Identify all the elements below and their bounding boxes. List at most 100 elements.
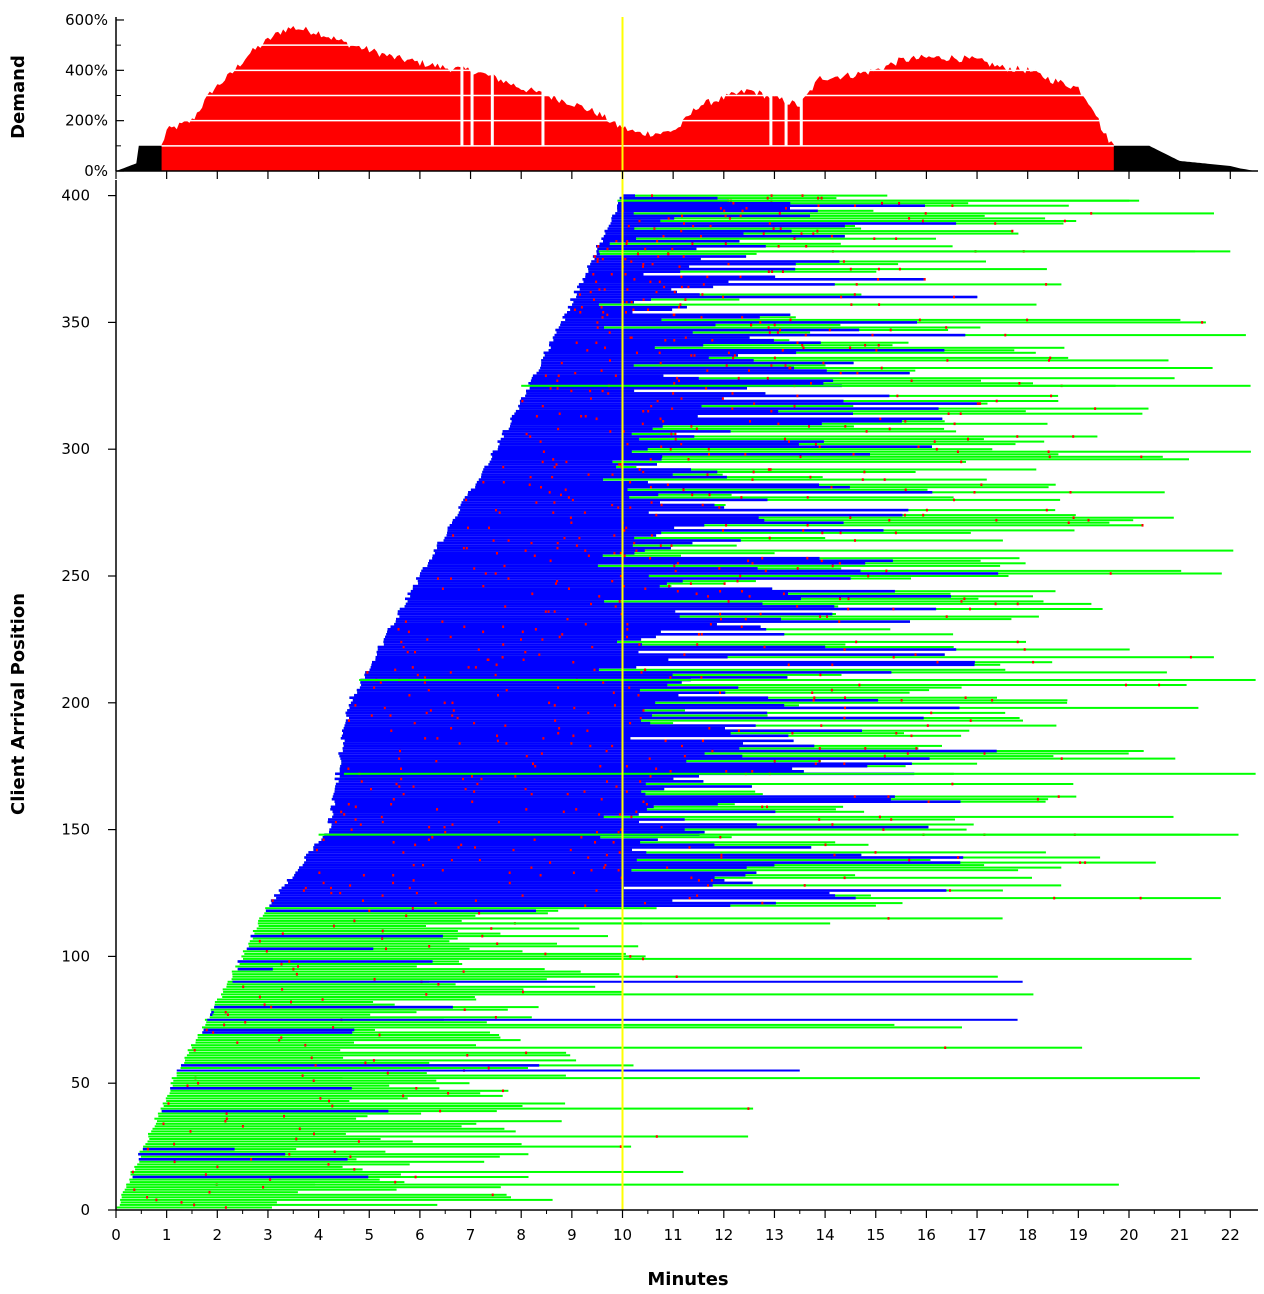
client-event-mark: [467, 526, 469, 530]
client-event-mark: [521, 894, 524, 897]
client-row-waiting: [288, 881, 753, 885]
client-event-mark: [724, 214, 727, 218]
client-event-mark: [558, 412, 561, 415]
client-event-mark: [574, 371, 577, 375]
client-row-playing: [335, 783, 1074, 785]
client-event-mark: [155, 1198, 158, 1202]
client-row-waiting: [370, 666, 637, 669]
client-event-mark: [496, 942, 499, 945]
client-row-playing: [549, 344, 893, 347]
client-event-mark: [570, 521, 573, 524]
client-row-waiting: [570, 298, 651, 301]
client-row-waiting: [419, 574, 649, 578]
client-row-playing: [169, 1092, 481, 1095]
client-row-playing: [163, 1105, 523, 1107]
client-event-mark: [379, 681, 382, 684]
client-event-mark: [711, 338, 714, 342]
client-row-sample: [343, 772, 1256, 775]
x-tick-label: 9: [567, 1226, 577, 1244]
client-event-mark: [779, 227, 782, 230]
client-event-mark: [719, 589, 722, 593]
client-event-mark: [304, 1043, 307, 1047]
client-row-playing: [221, 993, 1034, 996]
client-event-mark: [658, 280, 661, 284]
client-event-mark: [601, 316, 604, 319]
client-event-mark: [330, 891, 333, 895]
client-event-mark: [512, 848, 515, 852]
client-event-mark: [727, 351, 730, 355]
client-event-mark: [679, 303, 682, 306]
client-event-mark: [838, 562, 841, 565]
client-row-playing: [345, 719, 1023, 722]
client-event-mark: [645, 802, 648, 806]
client-event-mark: [741, 589, 743, 593]
client-row-waiting: [528, 382, 824, 385]
client-event-mark: [441, 620, 444, 623]
client-event-mark: [1048, 359, 1050, 362]
x-tick-label: 18: [1018, 1226, 1037, 1244]
client-event-mark: [521, 630, 524, 634]
client-row-waiting: [340, 757, 930, 760]
client-event-mark: [655, 767, 658, 770]
client-event-mark: [226, 1013, 229, 1016]
client-row-waiting: [502, 430, 731, 433]
client-event-mark: [655, 1135, 658, 1138]
client-event-mark: [561, 633, 564, 636]
client-event-mark: [816, 229, 819, 233]
client-row-waiting: [558, 326, 604, 329]
client-event-mark: [301, 1074, 304, 1077]
client-event-mark: [354, 704, 357, 707]
client-event-mark: [969, 607, 971, 611]
client-event-mark: [818, 818, 821, 821]
client-row-playing: [135, 1168, 363, 1171]
x-tick-label: 12: [714, 1226, 733, 1244]
client-event-mark: [761, 901, 764, 905]
client-event-mark: [696, 894, 699, 897]
client-row-waiting: [407, 592, 788, 596]
client-event-mark: [473, 721, 476, 725]
client-event-mark: [640, 671, 643, 674]
client-row-playing: [129, 1178, 380, 1181]
client-event-mark: [892, 607, 895, 611]
client-event-mark: [925, 508, 928, 512]
client-event-mark: [663, 285, 666, 289]
client-event-mark: [1067, 521, 1070, 524]
client-event-mark: [392, 881, 395, 885]
client-row-waiting: [246, 947, 374, 951]
client-event-mark: [412, 863, 415, 867]
x-tick-label: 7: [466, 1226, 476, 1244]
client-row-waiting: [612, 214, 810, 218]
client-event-mark: [770, 364, 773, 367]
client-event-mark: [402, 851, 405, 854]
client-event-mark: [637, 693, 640, 697]
client-row-playing: [211, 1011, 417, 1014]
client-row-waiting: [550, 346, 655, 350]
client-row-playing: [601, 237, 936, 240]
client-event-mark: [402, 645, 405, 649]
client-event-mark: [849, 516, 852, 519]
client-event-mark: [465, 498, 468, 502]
client-event-mark: [1060, 757, 1063, 760]
client-event-mark: [587, 711, 590, 715]
client-event-mark: [1084, 861, 1087, 864]
client-row-waiting: [281, 886, 624, 890]
client-row-waiting: [452, 518, 765, 522]
client-event-mark: [538, 653, 541, 656]
client-event-mark: [888, 518, 891, 522]
client-event-mark: [883, 754, 886, 758]
client-event-mark: [349, 884, 352, 887]
client-row-waiting: [618, 201, 791, 205]
client-event-mark: [447, 1092, 450, 1095]
client-row-waiting: [555, 328, 860, 332]
client-row-playing: [149, 1138, 381, 1140]
client-row-sample: [171, 1077, 1200, 1080]
client-row-waiting: [365, 671, 892, 674]
client-event-mark: [906, 752, 909, 755]
client-event-mark: [399, 749, 401, 753]
client-event-mark: [935, 447, 938, 451]
client-event-mark: [539, 873, 542, 877]
client-event-mark: [1011, 229, 1014, 233]
client-row-sample: [602, 250, 1231, 253]
client-event-mark: [759, 612, 762, 616]
client-event-mark: [855, 283, 858, 286]
